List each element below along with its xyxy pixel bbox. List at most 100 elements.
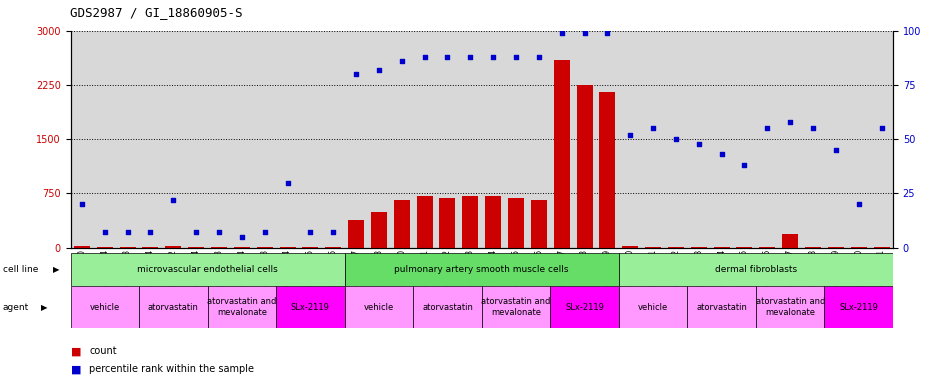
Bar <box>345 286 414 328</box>
Bar <box>851 247 867 248</box>
Bar <box>554 60 570 248</box>
Text: atorvastatin and
mevalonate: atorvastatin and mevalonate <box>756 298 825 317</box>
Point <box>462 54 478 60</box>
Text: dermal fibroblasts: dermal fibroblasts <box>714 265 797 274</box>
Point <box>646 125 661 131</box>
Text: atorvastatin and
mevalonate: atorvastatin and mevalonate <box>481 298 551 317</box>
Point <box>371 67 386 73</box>
Point <box>349 71 364 77</box>
Bar <box>70 253 345 286</box>
Point <box>691 141 706 147</box>
Text: ▶: ▶ <box>41 303 48 312</box>
Bar <box>668 247 684 248</box>
Text: ▶: ▶ <box>53 265 59 275</box>
Bar <box>713 247 729 248</box>
Text: vehicle: vehicle <box>89 303 120 312</box>
Text: agent: agent <box>3 303 29 312</box>
Bar <box>737 247 753 248</box>
Bar <box>622 246 638 248</box>
Text: vehicle: vehicle <box>364 303 394 312</box>
Bar <box>279 247 295 248</box>
Bar <box>97 247 113 248</box>
Bar <box>70 286 139 328</box>
Bar <box>619 253 893 286</box>
Text: atorvastatin: atorvastatin <box>697 303 747 312</box>
Point <box>234 234 249 240</box>
Bar <box>276 286 345 328</box>
Bar <box>394 200 410 248</box>
Bar <box>481 286 550 328</box>
Text: atorvastatin: atorvastatin <box>148 303 198 312</box>
Bar <box>873 247 889 248</box>
Text: cell line: cell line <box>3 265 39 275</box>
Bar <box>165 246 181 248</box>
Text: SLx-2119: SLx-2119 <box>839 303 878 312</box>
Bar <box>414 286 481 328</box>
Point <box>783 119 798 125</box>
Point <box>120 229 135 235</box>
Point <box>440 54 455 60</box>
Bar <box>188 247 204 248</box>
Bar <box>619 286 687 328</box>
Bar <box>691 247 707 248</box>
Text: ■: ■ <box>70 364 81 374</box>
Bar <box>508 198 524 248</box>
Text: atorvastatin: atorvastatin <box>422 303 473 312</box>
Bar <box>74 246 90 248</box>
Bar <box>645 247 661 248</box>
Point <box>258 229 273 235</box>
Bar <box>550 286 619 328</box>
Point <box>874 125 889 131</box>
Point <box>303 229 318 235</box>
Text: SLx-2119: SLx-2119 <box>565 303 604 312</box>
Point <box>165 197 180 203</box>
Point <box>555 30 570 36</box>
Bar <box>234 247 250 248</box>
Bar <box>828 247 844 248</box>
Bar <box>211 247 227 248</box>
Bar <box>348 220 364 248</box>
Bar <box>756 286 824 328</box>
Point <box>714 151 729 157</box>
Point <box>326 229 341 235</box>
Bar <box>325 247 341 248</box>
Bar <box>119 247 135 248</box>
Point <box>212 229 227 235</box>
Point <box>737 162 752 168</box>
Bar <box>416 196 432 248</box>
Point <box>828 147 843 153</box>
Point <box>852 201 867 207</box>
Bar <box>440 198 456 248</box>
Point <box>417 54 432 60</box>
Bar <box>485 196 501 248</box>
Point <box>600 30 615 36</box>
Text: pulmonary artery smooth muscle cells: pulmonary artery smooth muscle cells <box>395 265 569 274</box>
Text: atorvastatin and
mevalonate: atorvastatin and mevalonate <box>207 298 276 317</box>
Point <box>97 229 112 235</box>
Point <box>486 54 501 60</box>
Point <box>622 132 637 138</box>
Point <box>280 180 295 186</box>
Point <box>668 136 683 142</box>
Text: GDS2987 / GI_18860905-S: GDS2987 / GI_18860905-S <box>70 6 243 19</box>
Point <box>143 229 158 235</box>
Text: microvascular endothelial cells: microvascular endothelial cells <box>137 265 278 274</box>
Point <box>531 54 546 60</box>
Point <box>509 54 524 60</box>
Text: vehicle: vehicle <box>638 303 668 312</box>
Point <box>577 30 592 36</box>
Bar <box>208 286 276 328</box>
Bar <box>257 247 273 248</box>
Bar <box>805 247 821 248</box>
Text: percentile rank within the sample: percentile rank within the sample <box>89 364 255 374</box>
Bar <box>600 92 616 248</box>
Bar <box>824 286 893 328</box>
Bar <box>139 286 208 328</box>
Bar <box>303 247 319 248</box>
Bar <box>576 85 592 248</box>
Bar <box>531 200 547 248</box>
Bar <box>782 234 798 248</box>
Point <box>189 229 204 235</box>
Text: count: count <box>89 346 117 356</box>
Point <box>806 125 821 131</box>
